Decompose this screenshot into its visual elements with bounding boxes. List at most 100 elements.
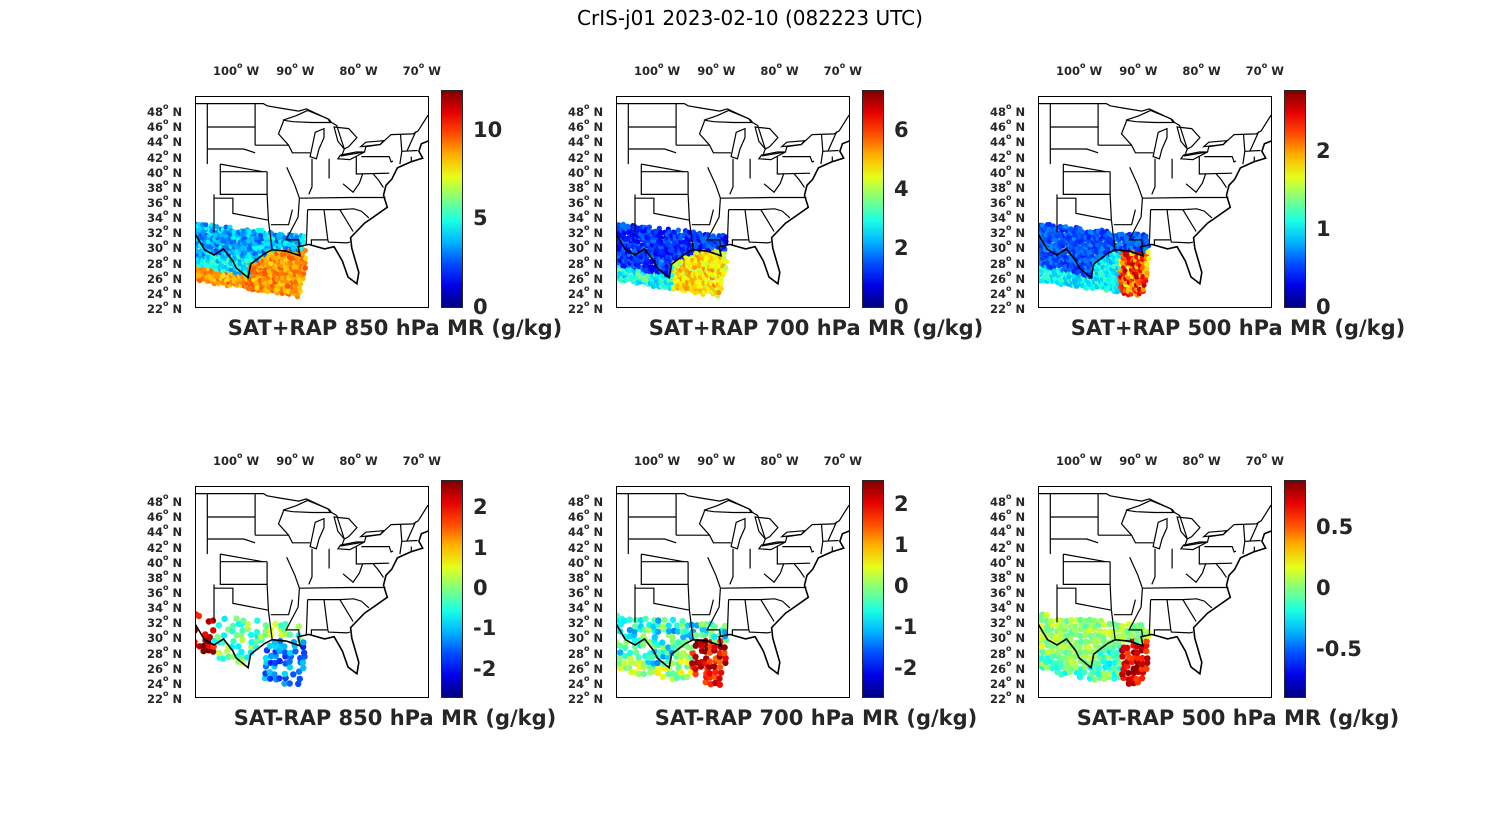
- lat-hemi: N: [593, 195, 604, 210]
- lat-hemi: N: [172, 616, 183, 631]
- state-border: [1057, 587, 1112, 611]
- state-border: [361, 156, 394, 163]
- retrieval-point: [716, 289, 722, 296]
- retrieval-point: [1105, 653, 1113, 661]
- retrieval-points: [195, 611, 308, 687]
- retrieval-point: [296, 675, 303, 683]
- state-border: [822, 539, 839, 542]
- lat-tick-label: 38o N: [568, 567, 604, 585]
- retrieval-point: [678, 658, 685, 665]
- retrieval-point: [1124, 644, 1131, 651]
- state-border: [1148, 599, 1152, 636]
- state-border: [308, 548, 313, 585]
- lat-value: 26: [990, 271, 1007, 286]
- lat-value: 22: [147, 301, 164, 316]
- retrieval-point: [253, 638, 260, 645]
- retrieval-point: [285, 283, 291, 289]
- colorbar: [862, 480, 884, 698]
- lon-hemi: W: [667, 63, 681, 78]
- retrieval-point: [664, 649, 671, 656]
- retrieval-point: [1043, 611, 1050, 619]
- lat-hemi: N: [172, 494, 183, 509]
- state-border: [305, 209, 309, 246]
- lat-tick-label: 40o N: [990, 552, 1026, 570]
- retrieval-points: [195, 222, 309, 300]
- colorbar-tick-label: -2: [473, 656, 497, 681]
- lat-tick-label: 46o N: [147, 117, 183, 135]
- lat-hemi: N: [172, 600, 183, 615]
- retrieval-point: [626, 616, 633, 623]
- lat-hemi: N: [593, 585, 604, 600]
- state-border: [1249, 521, 1260, 542]
- retrieval-point: [1143, 665, 1150, 673]
- state-border: [827, 521, 838, 542]
- lat-tick-label: 46o N: [147, 507, 183, 525]
- lat-hemi: N: [593, 135, 604, 150]
- retrieval-point: [272, 643, 279, 650]
- retrieval-point: [659, 623, 666, 630]
- retrieval-point: [711, 623, 718, 630]
- state-border: [308, 158, 313, 195]
- lat-hemi: N: [172, 104, 183, 119]
- retrieval-points: [616, 612, 730, 688]
- great-lake: [336, 151, 365, 161]
- retrieval-point: [706, 658, 713, 665]
- lat-tick-label: 40o N: [990, 162, 1026, 180]
- state-border: [299, 196, 386, 199]
- lat-hemi: N: [1015, 616, 1026, 631]
- retrieval-point: [1049, 664, 1056, 672]
- retrieval-point: [659, 673, 666, 680]
- lat-tick-label: 28o N: [147, 253, 183, 271]
- lon-value: 70: [402, 63, 419, 78]
- lat-hemi: N: [172, 226, 183, 241]
- lon-tick-label: 100o W: [1055, 451, 1103, 468]
- lat-tick-label: 46o N: [568, 117, 604, 135]
- lat-tick-label: 48o N: [147, 492, 183, 509]
- retrieval-point: [665, 644, 672, 651]
- retrieval-point: [631, 637, 639, 644]
- retrieval-point: [716, 658, 723, 665]
- retrieval-point: [200, 647, 207, 655]
- coastline: [616, 529, 850, 676]
- state-border: [1151, 158, 1156, 195]
- retrieval-point: [1119, 623, 1126, 630]
- lat-tick-label: 42o N: [147, 537, 183, 555]
- great-lake: [754, 126, 779, 150]
- lat-tick-label: 32o N: [147, 613, 183, 631]
- retrieval-point: [286, 680, 293, 687]
- retrieval-point: [262, 271, 268, 277]
- lat-value: 28: [147, 256, 164, 271]
- retrieval-points: [1038, 221, 1152, 298]
- retrieval-point: [625, 664, 633, 671]
- retrieval-point: [674, 622, 681, 629]
- lon-value: 80: [1182, 63, 1199, 78]
- state-border: [691, 209, 714, 226]
- retrieval-point: [669, 670, 676, 677]
- great-lake: [358, 139, 385, 148]
- lat-value: 24: [147, 676, 164, 691]
- great-lake: [336, 541, 365, 551]
- lat-hemi: N: [1015, 195, 1026, 210]
- lat-value: 40: [568, 555, 585, 570]
- retrieval-point: [1044, 653, 1052, 661]
- retrieval-point: [1076, 673, 1084, 681]
- retrieval-point: [620, 221, 626, 227]
- retrieval-point: [617, 642, 624, 649]
- lat-tick-label: 36o N: [147, 193, 183, 210]
- retrieval-point: [1062, 623, 1070, 630]
- lat-tick-label: 36o N: [990, 583, 1026, 600]
- lat-hemi: N: [593, 600, 604, 615]
- state-border: [676, 534, 732, 544]
- lon-hemi: W: [246, 63, 260, 78]
- lat-tick-label: 22o N: [990, 689, 1026, 706]
- retrieval-point: [1138, 622, 1145, 629]
- retrieval-point: [239, 627, 246, 634]
- retrieval-point: [230, 638, 237, 645]
- state-border: [310, 599, 329, 636]
- great-lake: [1179, 151, 1208, 161]
- state-border: [1249, 131, 1260, 152]
- lon-tick-label: 90o W: [276, 61, 315, 78]
- lat-value: 34: [990, 600, 1007, 615]
- state-border: [285, 166, 301, 246]
- state-border: [277, 120, 290, 146]
